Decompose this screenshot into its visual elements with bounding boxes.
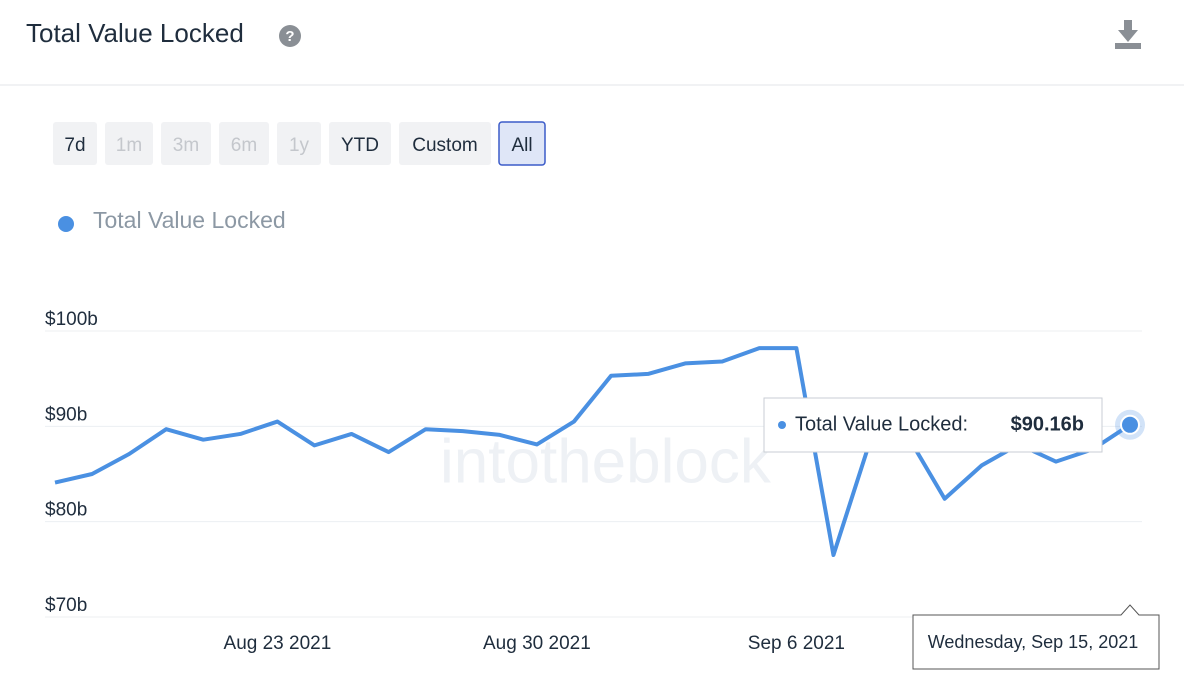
hover-point	[1120, 414, 1140, 435]
line	[54, 346, 1132, 558]
tooltip-box	[763, 397, 1103, 453]
range-button	[161, 122, 211, 165]
y-tick-label: $90b	[45, 404, 87, 425]
range-button	[219, 122, 269, 165]
range-button-label[interactable]: YTD	[341, 135, 379, 156]
tooltip-label: Total Value Locked:	[795, 413, 968, 435]
range-button[interactable]	[498, 121, 546, 166]
range-button[interactable]	[399, 122, 491, 165]
download-icon[interactable]	[1115, 20, 1141, 49]
tooltip-value: $90.16b	[1011, 413, 1084, 435]
range-button-label: 3m	[173, 135, 199, 156]
range-button	[105, 122, 153, 165]
range-button-label: 6m	[231, 135, 257, 156]
range-button-label[interactable]: 7d	[64, 135, 85, 156]
watermark: intotheblock	[440, 427, 772, 496]
x-tick-label: Aug 30 2021	[483, 633, 591, 654]
svg-text:?: ?	[285, 28, 294, 45]
range-button-label[interactable]: All	[511, 135, 532, 156]
range-button	[277, 122, 321, 165]
range-button-label: 1y	[289, 135, 310, 156]
legend-marker	[58, 216, 74, 232]
y-tick-label: $100b	[45, 309, 98, 330]
range-button-label[interactable]: Custom	[412, 135, 477, 156]
range-button[interactable]	[329, 122, 391, 165]
tooltip-marker	[778, 421, 786, 429]
range-button[interactable]	[53, 122, 97, 165]
widget-title: Total Value Locked	[26, 18, 244, 48]
x-tick-label: Sep 6 2021	[748, 633, 845, 654]
range-button-label: 1m	[116, 135, 142, 156]
x-tick-label: Aug 23 2021	[224, 633, 332, 654]
y-tick-label: $80b	[45, 500, 87, 521]
legend-label[interactable]: Total Value Locked	[93, 207, 286, 233]
date-tooltip-box	[912, 604, 1160, 670]
date-tooltip: Wednesday, Sep 15, 2021	[928, 632, 1139, 652]
help-icon[interactable]: ?	[279, 25, 301, 47]
y-tick-label: $70b	[45, 595, 87, 616]
